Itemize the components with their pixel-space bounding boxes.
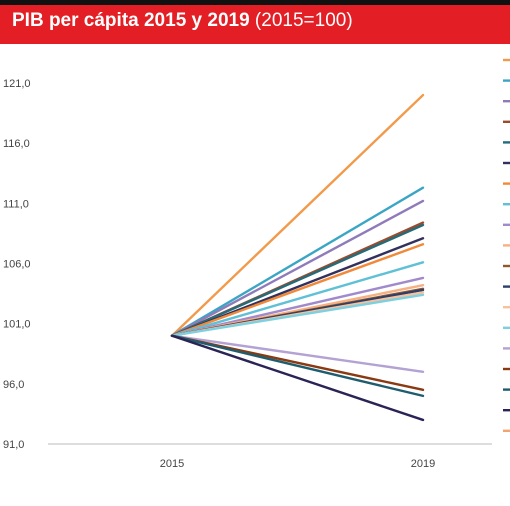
y-tick-label: 96,0 [3, 379, 24, 391]
chart-title-note: (2015=100) [249, 10, 353, 31]
y-tick-label: 116,0 [3, 138, 30, 150]
y-tick-label: 121,0 [3, 78, 31, 90]
series-line [170, 93, 425, 337]
chart-legend [503, 58, 510, 432]
series-line [170, 261, 425, 337]
y-tick-label: 111,0 [3, 198, 29, 210]
series-line [170, 199, 425, 337]
chart-title-main: PIB per cápita 2015 y 2019 [12, 10, 250, 31]
series-line [170, 223, 425, 337]
series-line [170, 334, 425, 398]
series-line [170, 293, 425, 337]
y-tick-label: 101,0 [3, 319, 31, 331]
chart-axes: 91,0 96,0 101,0 106,0 111,0 116,0 121,0 2015 201… [3, 78, 492, 470]
chart-lines [170, 93, 425, 422]
x-tick-label: 2015 [160, 458, 184, 470]
series-line [170, 334, 425, 374]
series-line [170, 186, 425, 337]
y-tick-label: 106,0 [3, 259, 31, 271]
chart-title: PIB per cápita 2015 y 2019 (2015=100) [0, 0, 510, 44]
series-line [170, 243, 425, 337]
x-tick-label: 2019 [411, 458, 435, 470]
top-rule [0, 0, 510, 5]
series-line [170, 334, 425, 422]
y-tick-label: 91,0 [3, 439, 24, 451]
